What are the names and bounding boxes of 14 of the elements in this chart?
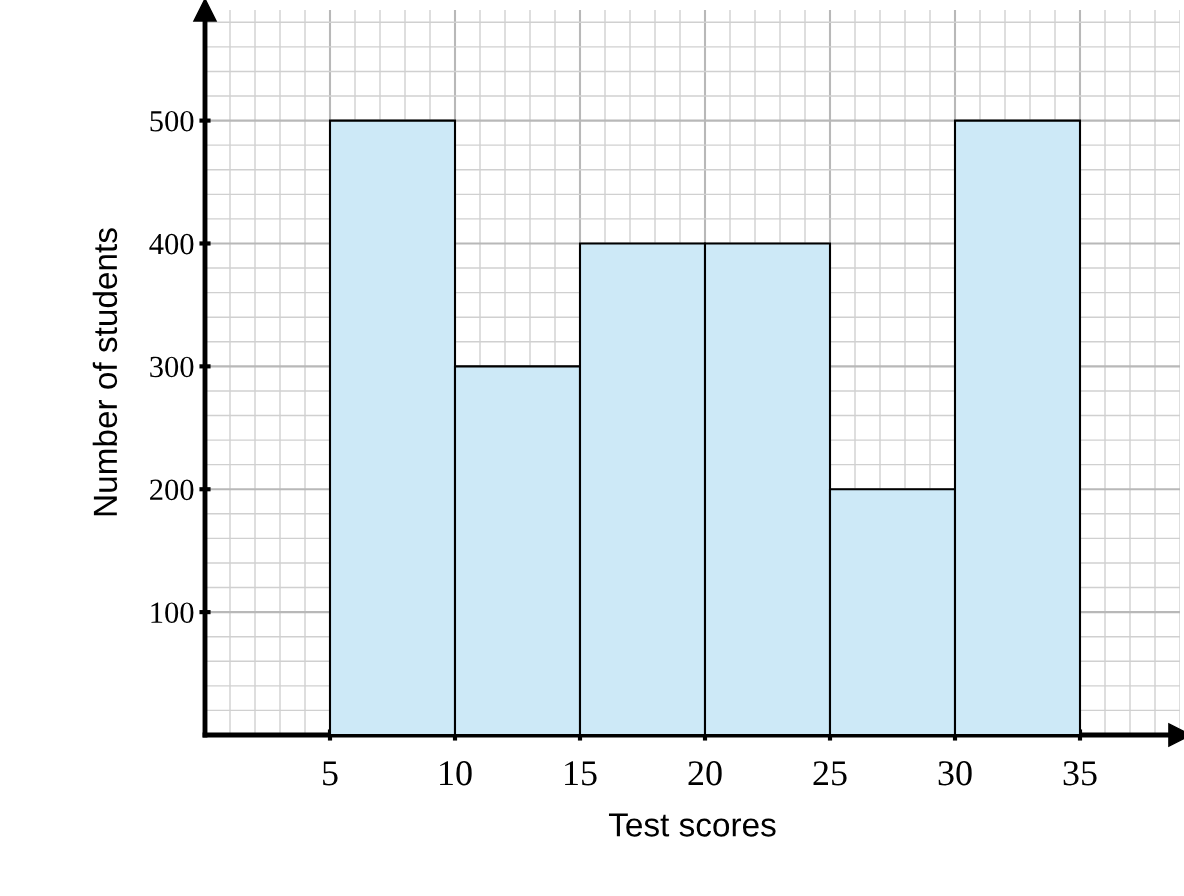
y-tick-label: 200 (150, 479, 194, 501)
x-tick-label: 5 (323, 761, 338, 786)
x-tick-label: 10 (440, 761, 472, 786)
x-tick-label: 15 (565, 761, 597, 786)
x-tick-label: 30 (938, 761, 972, 786)
y-tick-label: 400 (149, 233, 194, 255)
y-tick-label: 300 (150, 356, 194, 378)
y-tick-label: 500 (150, 110, 194, 132)
x-tick-label: 25 (813, 761, 847, 786)
x-axis-title: Test scores (608, 813, 776, 837)
y-tick-label: 100 (151, 602, 194, 624)
y-axis-title: Number of students (92, 228, 118, 516)
x-tick-label: 35 (1063, 761, 1097, 786)
x-tick-label: 20 (688, 761, 722, 786)
